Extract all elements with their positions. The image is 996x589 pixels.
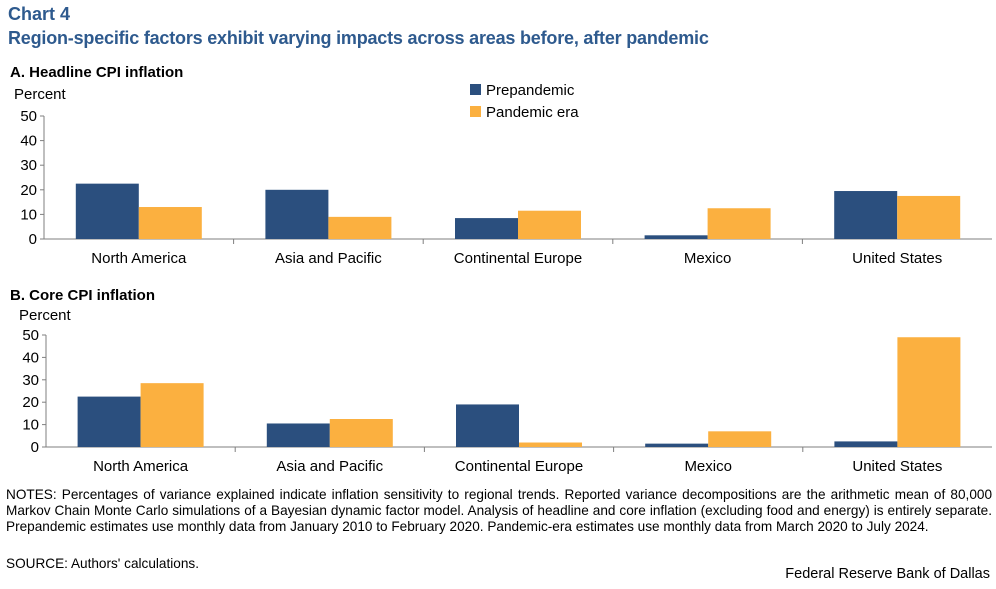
legend-label: Pandemic era [486, 104, 579, 121]
notes: NOTES: Percentages of variance explained… [6, 487, 992, 535]
y-tick-label: 30 [20, 157, 37, 174]
chart-label: Chart 4 [8, 4, 71, 24]
bar-pandemic-era [329, 419, 393, 447]
x-tick-label: Mexico [684, 250, 732, 267]
x-tick-label: North America [93, 458, 189, 475]
bar-prepandemic [266, 423, 330, 447]
y-tick-label: 0 [31, 439, 39, 456]
y-tick-label: 30 [22, 372, 39, 389]
bar-prepandemic [834, 441, 898, 447]
bar-pandemic-era [138, 207, 202, 239]
x-tick-label: United States [852, 458, 942, 475]
legend-swatch [470, 84, 481, 95]
chart-title: Region-specific factors exhibit varying … [8, 28, 709, 48]
bar-pandemic-era [328, 216, 392, 239]
panel-title: B. Core CPI inflation [10, 287, 155, 304]
x-tick-label: North America [91, 250, 187, 267]
y-tick-label: 20 [22, 394, 39, 411]
y-tick-label: 10 [22, 417, 39, 434]
x-tick-label: Mexico [684, 458, 732, 475]
bar-pandemic-era [708, 431, 772, 447]
panel-title: A. Headline CPI inflation [10, 64, 183, 81]
y-tick-label: 50 [22, 327, 39, 344]
source: SOURCE: Authors' calculations. [6, 556, 199, 571]
x-tick-label: Asia and Pacific [276, 458, 383, 475]
bar-prepandemic [644, 235, 708, 239]
x-tick-label: Asia and Pacific [275, 250, 382, 267]
bar-prepandemic [75, 183, 139, 239]
bar-prepandemic [265, 189, 329, 239]
bar-pandemic-era [707, 208, 771, 239]
bar-pandemic-era [140, 383, 204, 447]
y-tick-label: 20 [20, 182, 37, 199]
y-tick-label: 40 [22, 349, 39, 366]
y-tick-label: 10 [20, 206, 37, 223]
bar-pandemic-era [519, 442, 582, 447]
y-tick-label: 50 [20, 108, 37, 125]
bar-pandemic-era [518, 210, 581, 239]
y-axis-label: Percent [14, 86, 67, 103]
bar-prepandemic [77, 396, 141, 447]
legend-swatch [470, 106, 481, 117]
bar-prepandemic [456, 404, 519, 447]
bar-prepandemic [455, 218, 518, 239]
y-axis-label: Percent [19, 307, 72, 324]
charts-canvas: A. Headline CPI inflation Percent 0 10 20 30 4… [10, 64, 992, 475]
bar-pandemic-era [897, 195, 961, 239]
y-tick-label: 40 [20, 133, 37, 150]
legend-label: Prepandemic [486, 82, 575, 99]
x-tick-label: Continental Europe [454, 250, 582, 267]
bar-prepandemic [834, 191, 898, 239]
credit: Federal Reserve Bank of Dallas [785, 566, 990, 582]
x-tick-label: United States [852, 250, 942, 267]
y-tick-label: 0 [29, 231, 37, 248]
bar-pandemic-era [897, 337, 961, 447]
bar-prepandemic [645, 443, 709, 447]
x-tick-label: Continental Europe [455, 458, 583, 475]
